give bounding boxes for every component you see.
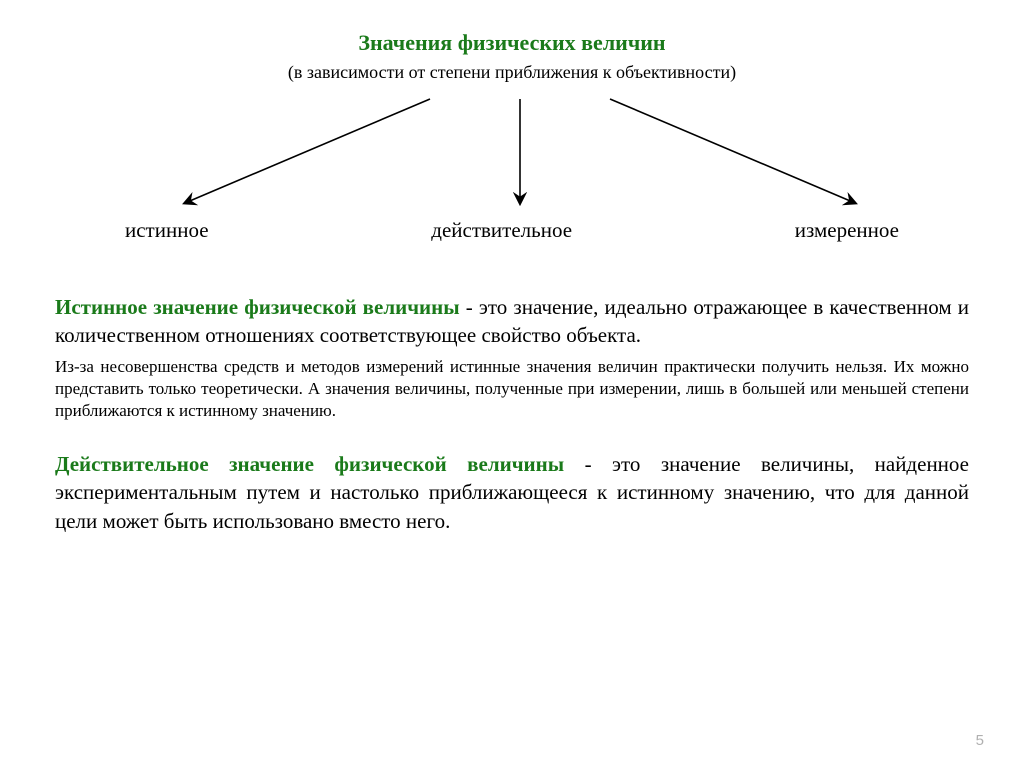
page-title: Значения физических величин — [55, 30, 969, 56]
branch-diagram: истинное действительное измеренное — [55, 93, 969, 243]
page-subtitle: (в зависимости от степени приближения к … — [55, 62, 969, 83]
term-actual-value: Действительное значение физической велич… — [55, 452, 564, 476]
note-true-value: Из-за несовершенства средств и методов и… — [55, 356, 969, 422]
arrow-left — [185, 99, 430, 203]
branch-left: истинное — [125, 218, 209, 243]
branch-right: измеренное — [795, 218, 899, 243]
definition-true-value: Истинное значение физической величины - … — [55, 293, 969, 350]
definition-actual-value: Действительное значение физической велич… — [55, 450, 969, 535]
arrow-right — [610, 99, 855, 203]
branch-labels: истинное действительное измеренное — [55, 218, 969, 243]
page-number: 5 — [976, 732, 984, 749]
term-true-value: Истинное значение физической величины — [55, 295, 460, 319]
branch-center: действительное — [431, 218, 572, 243]
